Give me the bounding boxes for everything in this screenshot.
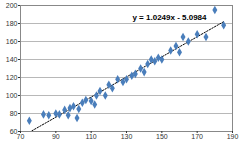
svg-text:100: 100: [6, 92, 18, 99]
svg-text:170: 170: [191, 133, 203, 140]
svg-text:110: 110: [86, 133, 97, 140]
svg-text:130: 130: [121, 133, 133, 140]
svg-text:140: 140: [6, 56, 18, 63]
svg-text:190: 190: [227, 133, 239, 140]
svg-text:120: 120: [6, 74, 18, 81]
svg-text:90: 90: [52, 133, 60, 140]
svg-text:200: 200: [6, 2, 18, 9]
svg-text:y = 1.0249x - 5.0984: y = 1.0249x - 5.0984: [132, 13, 207, 22]
svg-text:60: 60: [10, 128, 18, 135]
svg-text:160: 160: [6, 38, 18, 45]
svg-text:70: 70: [17, 133, 25, 140]
svg-text:80: 80: [10, 110, 18, 117]
svg-text:180: 180: [6, 20, 18, 27]
svg-text:150: 150: [156, 133, 168, 140]
